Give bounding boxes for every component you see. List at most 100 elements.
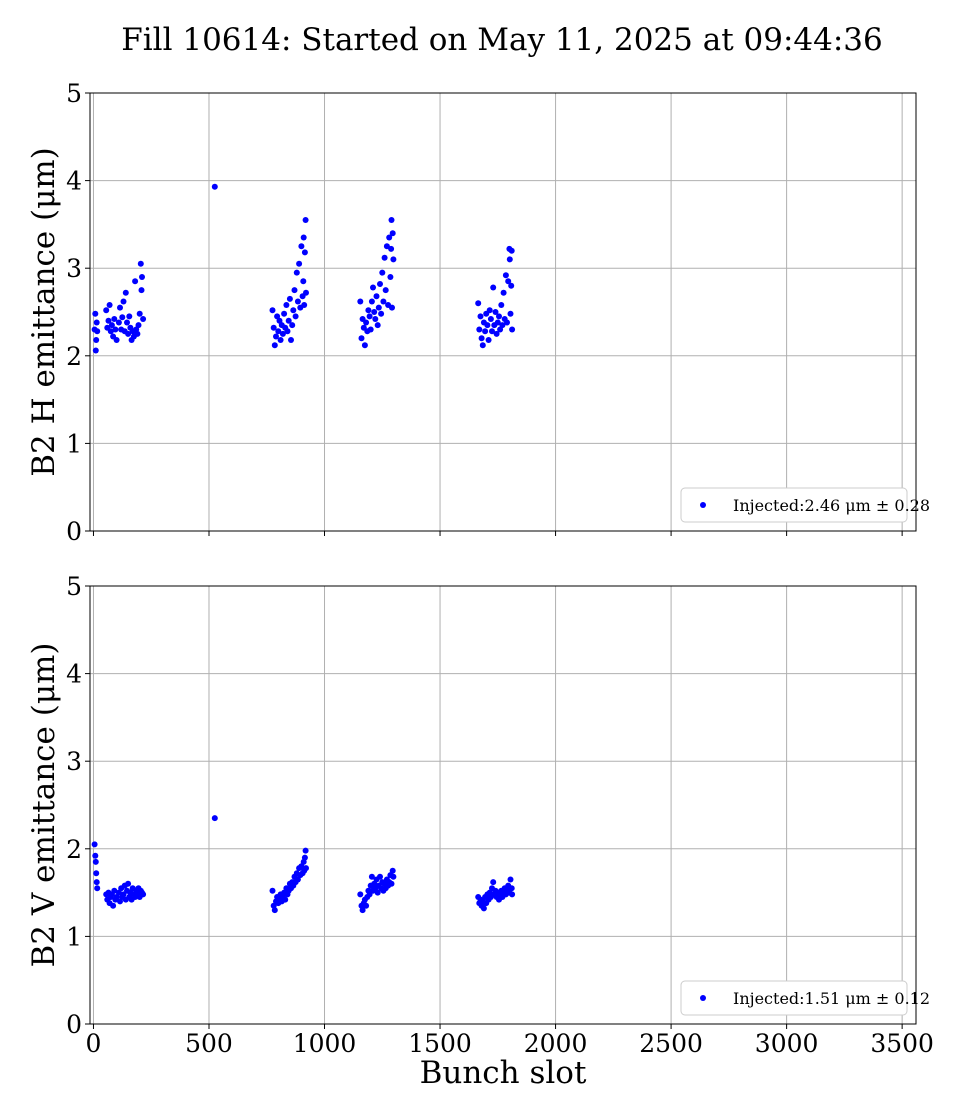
panel-1-series-1-point xyxy=(377,281,383,287)
panel-1-series-1-point xyxy=(388,217,395,223)
panel-1-series-1-point xyxy=(477,313,484,320)
panel-1-series-1-point xyxy=(479,342,486,349)
panel-1-series-1-point xyxy=(277,337,284,343)
panel-1-series-1-point xyxy=(275,328,282,335)
panel-2-axes-frame xyxy=(89,585,917,1025)
panel-1-series-1-point xyxy=(507,310,514,317)
panel-1-series-1-point xyxy=(358,335,365,342)
panel-1-series-1-point xyxy=(363,319,370,326)
panel-1-series-1-point xyxy=(489,328,495,335)
panel-1-series-1-point xyxy=(122,289,129,296)
panel-2-series-1-point xyxy=(125,880,132,887)
panel-1-series-1-point xyxy=(273,333,279,340)
panel-1-series-1-point xyxy=(294,298,301,305)
panel-2-series-1-point xyxy=(390,873,397,880)
panel-1-series-1-point xyxy=(119,314,126,321)
panel-2-series-1-point xyxy=(91,841,98,848)
panel-1-series-1-point xyxy=(115,319,122,326)
panel-1-series-1-point xyxy=(496,313,502,320)
panel-2-ytick-label: 5 xyxy=(66,572,82,601)
panel-1-series-1-point xyxy=(291,287,298,294)
panel-1-series-1-point xyxy=(484,322,491,329)
panel-2-series-1-point xyxy=(294,876,301,883)
panel-1-ytick-label: 4 xyxy=(66,167,82,196)
panel-2-series-1-point xyxy=(363,902,370,909)
panel-2-xtick-label: 1500 xyxy=(408,1029,472,1058)
panel-2-xtick-label: 1000 xyxy=(293,1029,357,1058)
panel-1-series-1-point xyxy=(485,337,492,343)
panel-1-series-1-point xyxy=(475,300,482,307)
panel-1-ytick-label: 0 xyxy=(66,517,82,546)
panel-1-ytick-label: 3 xyxy=(66,254,82,283)
panel-2-series-1-point xyxy=(271,907,278,914)
panel-1-series-1-point xyxy=(375,304,382,311)
panel-1-series-1-point xyxy=(94,328,101,335)
panel-1-series-1-point xyxy=(126,313,133,320)
panel-2-series-1-point xyxy=(111,887,118,894)
panel-2-legend-box xyxy=(680,980,908,1016)
panel-1-series-1-point xyxy=(492,309,499,315)
panel-1-series-1-point xyxy=(288,337,294,343)
panel-2-legend-marker xyxy=(700,995,706,1001)
panel-2-series-1-point xyxy=(359,907,366,914)
panel-1-series-1-point xyxy=(382,287,389,294)
panel-1-ytick-label: 2 xyxy=(66,342,82,371)
panel-1-series-1-point xyxy=(111,316,118,322)
panel-1-series-1-point xyxy=(298,243,305,250)
panel-1-legend-label: Injected:2.46 μm ± 0.28 xyxy=(733,496,930,515)
panel-1-series-1-point xyxy=(390,256,397,263)
panel-2-ytick-label: 0 xyxy=(66,1010,82,1039)
panel-2-ytick-label: 2 xyxy=(66,835,82,864)
panel-1-series-1-point xyxy=(365,307,372,314)
panel-1-series-1-point xyxy=(301,249,308,256)
panel-1-series-1-point xyxy=(112,326,119,333)
panel-1-legend-box xyxy=(680,487,908,523)
panel-1-series-1-point xyxy=(493,330,500,337)
panel-1-series-1-point xyxy=(135,322,142,329)
panel-1-series-1-point xyxy=(125,330,132,337)
panel-1-series-1-point xyxy=(92,310,99,317)
panel-1-series-1-point xyxy=(284,328,291,335)
panel-2-ytick-label: 3 xyxy=(66,747,82,776)
panel-1-ytick-label: 5 xyxy=(66,79,82,108)
panel-1-series-1-point xyxy=(374,322,381,329)
panel-2-xtick-label: 3500 xyxy=(870,1029,934,1058)
panel-2-series-1-point xyxy=(357,891,364,898)
panel-1-series-1-point xyxy=(92,347,99,354)
panel-2-xtick-label: 0 xyxy=(86,1029,102,1058)
panel-1-series-1-point xyxy=(487,316,494,322)
panel-1-series-1-point xyxy=(388,245,395,252)
panel-2-xtick-label: 3000 xyxy=(755,1029,819,1058)
panel-1-series-1-point xyxy=(93,337,100,343)
panel-1-series-1-point xyxy=(139,274,145,280)
panel-1-series-1-point xyxy=(381,254,388,261)
panel-1-series-1-point xyxy=(367,326,374,333)
panel-2-series-1-point xyxy=(303,865,309,872)
x-axis-label: Bunch slot xyxy=(420,1055,587,1091)
panel-2-legend-label: Injected:1.51 μm ± 0.12 xyxy=(733,989,930,1008)
panel-1-series-1-point xyxy=(302,217,309,223)
panel-1-series-1-point xyxy=(271,342,278,349)
panel-1-series-1-point xyxy=(499,322,506,329)
panel-1-series-1-point xyxy=(494,319,501,326)
panel-1-series-1-point xyxy=(211,183,218,190)
panel-1-ytick-label: 1 xyxy=(66,429,82,458)
panel-1-series-1-point xyxy=(370,284,376,291)
panel-1-series-1-point xyxy=(373,293,380,300)
panel-1-series-1-point xyxy=(482,328,489,335)
panel-2-series-1-point xyxy=(282,896,289,903)
panel-1-series-1-point xyxy=(486,307,493,314)
panel-2-series-1-point xyxy=(389,867,396,874)
panel-2-series-1-point xyxy=(115,889,122,896)
panel-1-series-1-point xyxy=(93,319,100,326)
panel-1-series-1-point xyxy=(296,260,303,267)
panel-2-series-1-point xyxy=(302,847,309,854)
panel-2-series-1-point xyxy=(490,879,497,886)
panel-1-series-1-point xyxy=(361,342,368,349)
panel-1-series-1-point xyxy=(490,284,497,291)
panel-1-series-1-point xyxy=(303,289,309,296)
panel-1-series-1-point xyxy=(134,330,141,337)
panel-1-series-1-point xyxy=(500,289,507,296)
panel-2-ytick-label: 4 xyxy=(66,660,82,689)
panel-1-series-1-point xyxy=(386,234,393,241)
